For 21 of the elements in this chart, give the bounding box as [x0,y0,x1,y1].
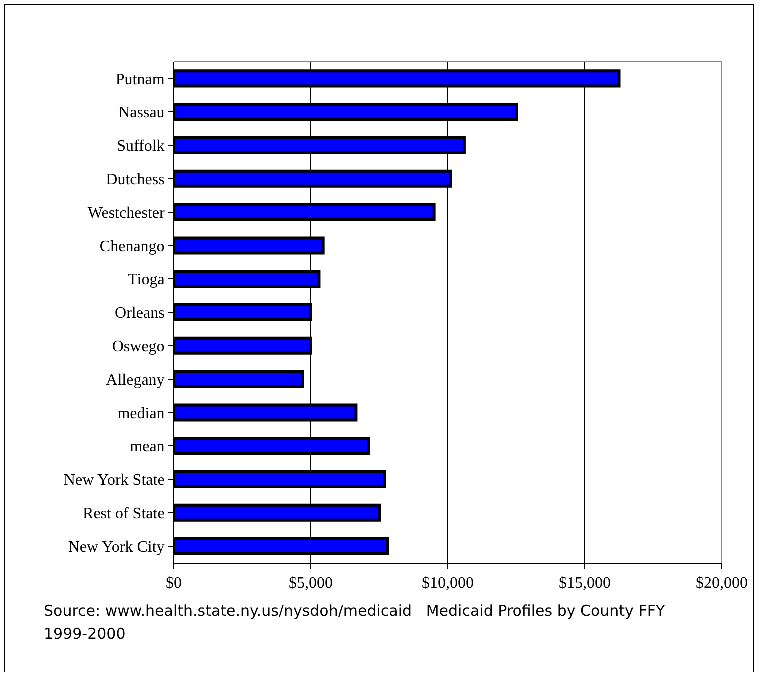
y-tick-label: Suffolk [117,138,165,156]
y-tick-label: median [118,405,165,422]
y-tick-label: Chenango [100,238,165,256]
y-tick-label: mean [130,438,165,456]
y-tick-label: Dutchess [106,172,165,188]
y-tick-label: Tioga [128,272,165,289]
y-tick-label: New York State [64,472,165,490]
x-tick-label: $20,000 [696,575,748,592]
x-tick-label: $15,000 [559,575,611,592]
y-tick-label: Westchester [88,204,166,222]
y-tick-label: Putnam [116,71,166,88]
source-note: Source: www.health.state.ny.us/nysdoh/medicaid Medicaid Profiles by County FFY 1999-2000 [44,601,666,645]
y-tick-label: Rest of State [83,506,165,522]
y-tick-label: Oswego [112,338,165,356]
y-tick-label: Orleans [115,305,165,322]
x-tick-label: $0 [166,575,182,592]
y-tick-label: Allegany [106,372,165,389]
x-tick-label: $10,000 [422,575,474,592]
y-tick-label: New York City [68,538,165,556]
y-tick-label: Nassau [118,104,165,122]
x-tick-label: $5,000 [289,575,333,592]
